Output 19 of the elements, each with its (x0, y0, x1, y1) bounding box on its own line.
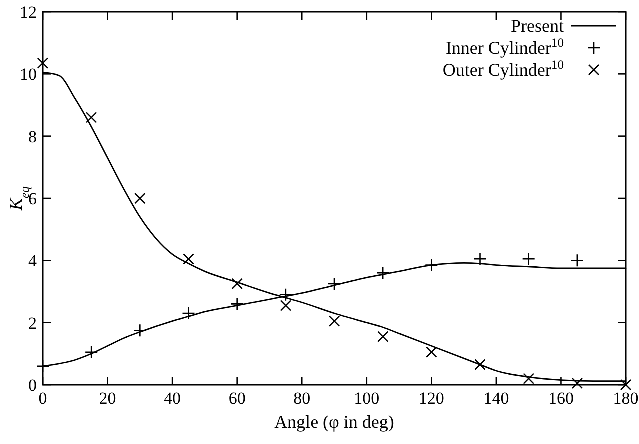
x-tick-label: 120 (418, 389, 444, 408)
x-tick-label: 160 (548, 389, 574, 408)
x-tick-label: 140 (484, 389, 510, 408)
x-tick-label: 80 (294, 389, 311, 408)
x-tick-label: 180 (613, 389, 639, 408)
y-tick-label: 10 (20, 65, 37, 84)
x-tick-label: 20 (99, 389, 116, 408)
legend-label: Present (511, 16, 564, 36)
y-tick-label: 8 (28, 127, 37, 146)
x-tick-label: 40 (164, 389, 182, 408)
y-tick-label: 2 (28, 314, 37, 333)
x-tick-label: 100 (354, 389, 380, 408)
legend-label: Inner Cylinder$^{10}$ (446, 36, 564, 58)
y-tick-label: 0 (28, 376, 37, 395)
x-tick-label: 60 (228, 389, 246, 408)
x-axis-title: Angle (φ in deg) (274, 412, 394, 432)
legend-label: Outer Cylinder$^{10}$ (442, 58, 564, 80)
y-tick-label: 4 (28, 252, 38, 271)
y-tick-label: 12 (20, 3, 37, 22)
